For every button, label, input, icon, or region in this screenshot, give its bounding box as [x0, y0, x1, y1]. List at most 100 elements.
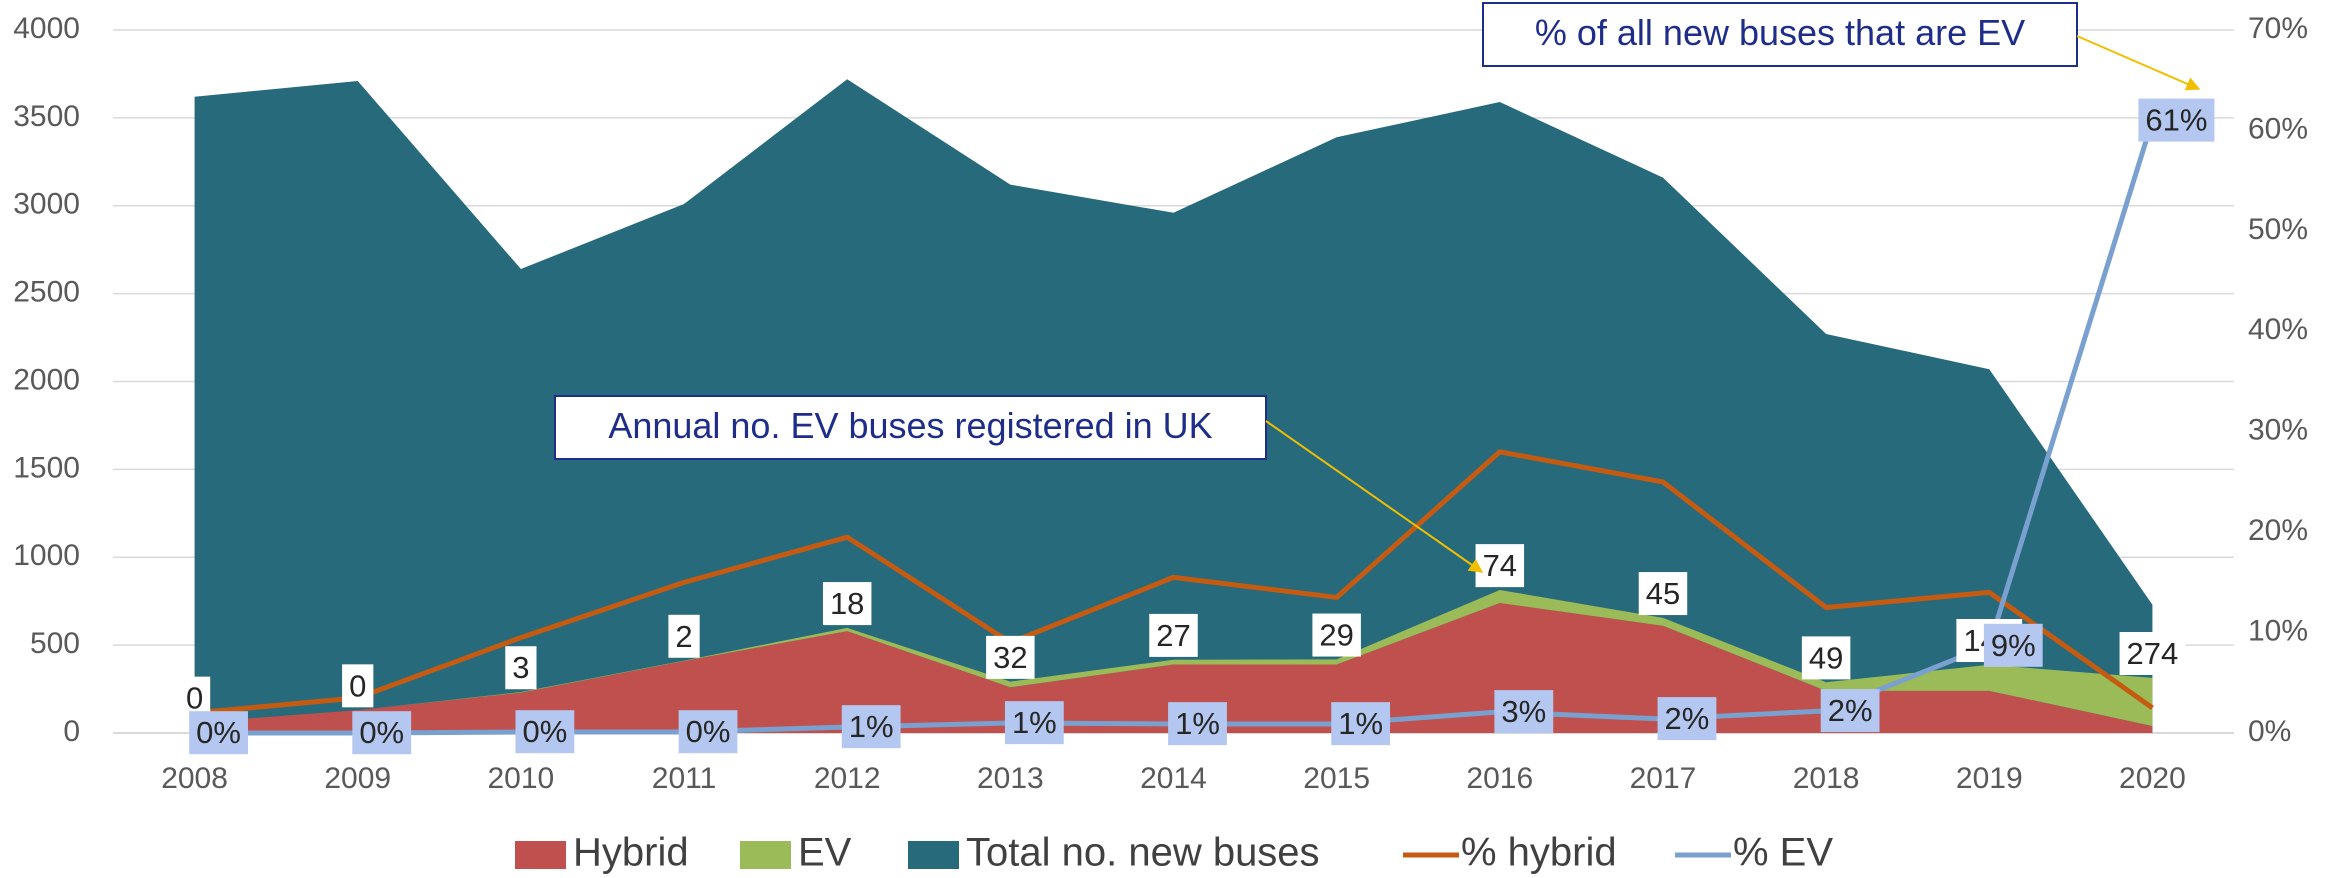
data-label-text: 49	[1809, 640, 1843, 675]
data-label: 74	[1475, 544, 1525, 588]
legend-swatch	[740, 841, 791, 869]
data-label: 49	[1801, 636, 1851, 680]
data-label-bg	[1820, 689, 1880, 733]
data-label-bg	[822, 582, 872, 626]
x-tick-label: 2014	[1140, 762, 1207, 795]
annotation-arrow	[2076, 35, 2201, 91]
x-tick-label: 2010	[488, 762, 555, 795]
data-label-text: 274	[2127, 636, 2179, 671]
data-label-text: 0	[186, 681, 203, 716]
data-label-bg	[678, 710, 738, 754]
y2-tick-label: 50%	[2248, 213, 2308, 246]
data-label-bg	[352, 711, 412, 755]
x-tick-label: 2016	[1466, 762, 1533, 795]
data-label-bg	[505, 646, 537, 690]
legend-label: Total no. new buses	[966, 831, 1320, 875]
x-tick-label: 2015	[1303, 762, 1370, 795]
y-tick-label: 3000	[13, 188, 80, 221]
data-label: 45	[1638, 572, 1688, 616]
data-label: 1%	[1168, 702, 1227, 746]
data-label-text: 61%	[2145, 103, 2207, 138]
data-label-text: 74	[1483, 548, 1517, 583]
data-label-bg	[2119, 632, 2186, 676]
data-label-bg	[1494, 690, 1554, 734]
data-label: 32	[986, 635, 1035, 679]
data-label-bg	[1983, 623, 2043, 667]
y-tick-label: 0	[63, 715, 80, 748]
y2-tick-label: 60%	[2248, 112, 2308, 145]
data-label: 0	[342, 664, 374, 708]
data-label-bg	[1004, 701, 1064, 745]
data-label: 2	[668, 614, 700, 658]
data-label-text: 32	[993, 640, 1027, 675]
data-label: 1%	[1004, 701, 1064, 745]
data-label-bg	[841, 705, 901, 749]
data-label-text: 0	[349, 668, 366, 703]
data-label-text: 0%	[196, 715, 241, 750]
data-label-text: 2	[675, 619, 692, 654]
y2-tick-label: 0%	[2248, 715, 2291, 748]
data-label-text: 0%	[686, 714, 731, 749]
data-label-text: 1%	[1012, 705, 1057, 740]
data-label: 3	[505, 646, 537, 690]
data-label-bg	[2138, 98, 2215, 142]
y-tick-label: 3500	[13, 100, 80, 133]
y2-tick-label: 70%	[2248, 12, 2308, 45]
x-tick-label: 2012	[814, 762, 881, 795]
data-label-bg	[1801, 636, 1851, 680]
data-label-bg	[1638, 572, 1688, 616]
data-label-text: 45	[1646, 576, 1680, 611]
data-label-text: 0%	[359, 715, 404, 750]
annotation-arrow	[1265, 420, 1484, 573]
data-label-bg	[668, 614, 700, 658]
annotation: % of all new buses that are EV	[1535, 12, 2025, 53]
data-label: 61%	[2138, 98, 2215, 142]
x-tick-label: 2017	[1630, 762, 1697, 795]
data-label-text: 27	[1156, 618, 1190, 653]
legend-label: Hybrid	[573, 831, 689, 875]
x-tick-label: 2008	[161, 762, 228, 795]
legend-swatch	[515, 841, 566, 869]
data-label-text: 1%	[1338, 706, 1383, 741]
x-tick-label: 2020	[2119, 762, 2186, 795]
data-label: 274	[2119, 632, 2186, 676]
data-label: 0%	[352, 711, 412, 755]
y-tick-label: 4000	[13, 12, 80, 45]
data-label: 3%	[1494, 690, 1554, 734]
data-label-text: 18	[830, 586, 864, 621]
data-label-bg	[1475, 544, 1525, 588]
y2-tick-label: 20%	[2248, 514, 2308, 547]
legend-label: EV	[798, 831, 852, 875]
data-label-bg	[1312, 613, 1361, 657]
y-tick-label: 1500	[13, 451, 80, 484]
data-label-bg	[1331, 702, 1391, 746]
legend-label: % hybrid	[1461, 831, 1617, 875]
data-label-bg	[1149, 613, 1198, 657]
x-tick-label: 2009	[324, 762, 391, 795]
x-tick-label: 2019	[1956, 762, 2023, 795]
y-tick-label: 2000	[13, 363, 80, 396]
y2-tick-label: 40%	[2248, 313, 2308, 346]
data-label-text: 3	[512, 650, 529, 685]
data-label: 29	[1312, 613, 1361, 657]
data-label-bg	[1657, 697, 1717, 741]
y-tick-label: 1000	[13, 539, 80, 572]
data-label-bg	[189, 711, 248, 755]
data-label: 1%	[1331, 702, 1391, 746]
data-label: 0%	[515, 710, 575, 754]
annotation: Annual no. EV buses registered in UK	[608, 405, 1212, 446]
y-tick-label: 2500	[13, 276, 80, 309]
data-label: 0%	[678, 710, 738, 754]
data-label-text: 29	[1319, 618, 1353, 653]
data-label-text: 1%	[849, 709, 894, 744]
annotation-box	[1482, 2, 2078, 67]
legend-swatch	[908, 841, 959, 869]
y-tick-label: 500	[30, 627, 80, 660]
data-label-bg	[515, 710, 575, 754]
data-label-text: 2%	[1828, 693, 1873, 728]
data-label-text: 0%	[522, 714, 567, 749]
data-label: 18	[822, 582, 872, 626]
x-tick-label: 2011	[652, 762, 717, 795]
